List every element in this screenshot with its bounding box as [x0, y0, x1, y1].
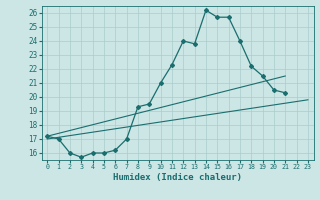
- X-axis label: Humidex (Indice chaleur): Humidex (Indice chaleur): [113, 173, 242, 182]
